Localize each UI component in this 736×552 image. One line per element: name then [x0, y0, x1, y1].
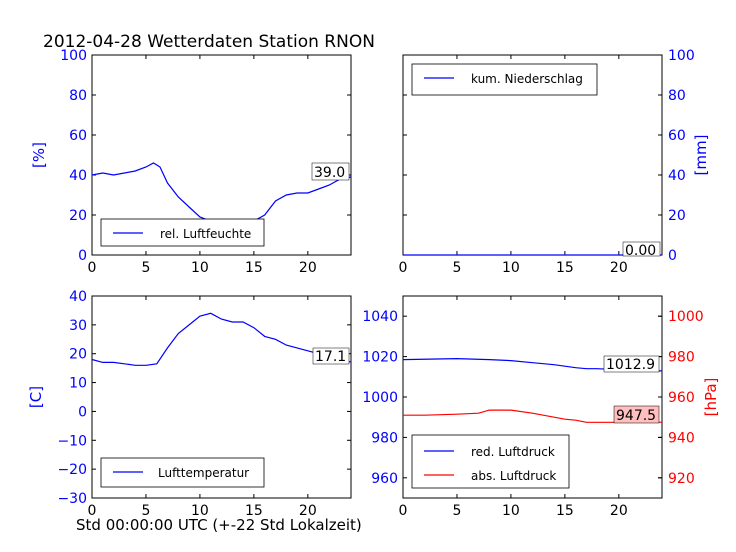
precipitation-value-box: [622, 241, 661, 257]
precipitation-last-value-label: 0.00: [625, 243, 656, 259]
temperature-value-box: [312, 347, 350, 365]
temperature-y-axis-label: [C]: [27, 386, 45, 408]
precipitation-x-tick-label: 15: [556, 260, 574, 276]
precipitation-y-tick-label: 60: [668, 128, 686, 144]
humidity-last-value-label: 39.0: [314, 165, 345, 181]
pressure-y2-tick-label: 940: [668, 430, 695, 446]
precipitation-y-tick-label: 20: [668, 208, 686, 224]
temperature-x-tick-label: 5: [141, 503, 150, 519]
pressure-x-tick-label: 15: [556, 503, 574, 519]
pressure-y2-tick-label: 1000: [668, 309, 704, 325]
temperature-y-tick-label: 10: [69, 376, 87, 392]
pressure-y-axis-label: [hPa]: [702, 378, 720, 417]
precipitation-x-tick-label: 20: [610, 260, 628, 276]
pressure-y2-tick-label: 980: [668, 350, 695, 366]
precipitation-y-tick-label: 80: [668, 88, 686, 104]
humidity-y-axis-label: [%]: [30, 142, 48, 168]
precipitation-x-tick-label: 5: [452, 260, 461, 276]
temperature-y-tick-label: 30: [69, 318, 87, 334]
precipitation-y-tick-label: 40: [668, 168, 686, 184]
humidity-y-tick-label: 40: [69, 168, 87, 184]
pressure-x-tick-label: 5: [452, 503, 461, 519]
temperature-legend-label: Lufttemperatur: [158, 466, 249, 480]
temperature-x-tick-label: 20: [299, 503, 317, 519]
pressure-legend-label: abs. Luftdruck: [471, 469, 556, 483]
pressure-value-box: [603, 355, 660, 373]
pressure-x-tick-label: 20: [610, 503, 628, 519]
pressure-last-value-label: 1012.9: [606, 357, 655, 373]
precipitation-x-tick-label: 10: [502, 260, 520, 276]
temperature-x-tick-label: 0: [88, 503, 97, 519]
pressure-x-tick-label: 10: [502, 503, 520, 519]
precipitation-x-tick-label: 0: [399, 260, 408, 276]
pressure-series-line-1: [403, 409, 663, 423]
precipitation-legend-label: kum. Niederschlag: [471, 72, 583, 86]
temperature-y-tick-label: −30: [57, 491, 87, 507]
humidity-x-tick-label: 15: [245, 260, 263, 276]
temperature-series-line-0: [91, 312, 352, 366]
humidity-y-tick-label: 100: [60, 48, 87, 64]
pressure-y-tick-label: 1020: [362, 350, 398, 366]
humidity-x-tick-label: 5: [141, 260, 150, 276]
humidity-legend-label: rel. Luftfeuchte: [160, 227, 251, 241]
humidity-plot-frame: [91, 54, 352, 256]
humidity-y-tick-label: 60: [69, 128, 87, 144]
pressure-value-box: [613, 405, 660, 424]
humidity-x-tick-label: 0: [88, 260, 97, 276]
humidity-value-box: [311, 162, 350, 181]
temperature-x-tick-label: 15: [245, 503, 263, 519]
pressure-y-tick-label: 960: [371, 471, 398, 487]
temperature-last-value-label: 17.1: [315, 349, 346, 365]
temperature-plot-frame: [91, 295, 352, 499]
precipitation-y-tick-label: 100: [668, 48, 695, 64]
pressure-y2-tick-label: 920: [668, 471, 695, 487]
temperature-y-tick-label: −20: [57, 462, 87, 478]
humidity-y-tick-label: 80: [69, 88, 87, 104]
temperature-y-tick-label: 0: [78, 404, 87, 420]
pressure-y-tick-label: 1000: [362, 390, 398, 406]
pressure-legend-box: [411, 434, 570, 489]
humidity-x-tick-label: 10: [191, 260, 209, 276]
temperature-y-tick-label: 20: [69, 347, 87, 363]
x-axis-label: Std 00:00:00 UTC (+-22 Std Lokalzeit): [76, 516, 362, 534]
pressure-y-tick-label: 1040: [362, 309, 398, 325]
humidity-x-tick-label: 20: [299, 260, 317, 276]
precipitation-y-axis-label: [mm]: [692, 135, 710, 176]
temperature-x-tick-label: 10: [191, 503, 209, 519]
pressure-y2-tick-label: 960: [668, 390, 695, 406]
humidity-y-tick-label: 20: [69, 208, 87, 224]
temperature-y-tick-label: −10: [57, 433, 87, 449]
figure-title: 2012-04-28 Wetterdaten Station RNON: [43, 32, 375, 52]
pressure-y-tick-label: 980: [371, 430, 398, 446]
pressure-x-tick-label: 0: [399, 503, 408, 519]
precipitation-legend-box: [411, 63, 598, 96]
temperature-y-tick-label: 40: [69, 289, 87, 305]
humidity-y-tick-label: 0: [78, 248, 87, 264]
pressure-legend-label: red. Luftdruck: [471, 445, 555, 459]
pressure-last-value-label: 947.5: [616, 408, 656, 424]
precipitation-y-tick-label: 0: [668, 248, 677, 264]
